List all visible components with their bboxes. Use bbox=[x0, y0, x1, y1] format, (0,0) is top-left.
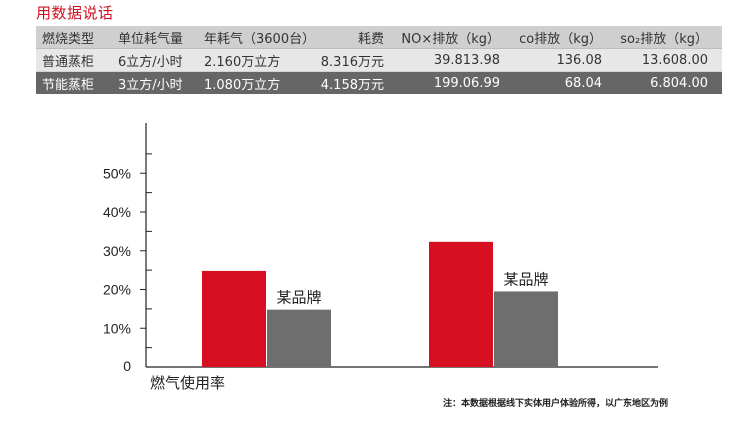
y-tick-label: 40% bbox=[103, 204, 131, 220]
table-header-cell: NO×排放（kg） bbox=[392, 26, 514, 49]
table-cell: 普通蒸柜 bbox=[36, 48, 106, 72]
table-row: 普通蒸柜 6立方/小时 2.160万立方 8.316万元 39.813.98 1… bbox=[36, 48, 722, 72]
table-header-cell: co排放（kg） bbox=[514, 26, 616, 49]
bar-red bbox=[202, 270, 266, 367]
table-row: 节能蒸柜 3立方/小时 1.080万立方 4.158万元 199.06.99 6… bbox=[36, 71, 722, 94]
table-cell: 6立方/小时 bbox=[106, 48, 194, 72]
y-tick-label: 0 bbox=[123, 358, 131, 374]
footnote: 注：本数据根据线下实体用户体验所得，以广东地区为例 bbox=[442, 399, 668, 409]
y-tick-label: 10% bbox=[103, 320, 131, 336]
table-header-cell: 燃烧类型 bbox=[36, 26, 106, 49]
x-axis-label: 燃气使用率 bbox=[150, 374, 225, 392]
bar-gray bbox=[494, 291, 558, 367]
bar-gray bbox=[267, 309, 331, 367]
table-cell: 节能蒸柜 bbox=[36, 71, 106, 94]
table-header-cell: 单位耗气量 bbox=[106, 26, 194, 49]
bar-label: 某品牌 bbox=[276, 289, 321, 307]
table-header-row: 燃烧类型 单位耗气量 年耗气（3600台） 耗费 NO×排放（kg） co排放（… bbox=[36, 26, 722, 49]
table-cell: 199.06.99 bbox=[392, 71, 514, 94]
table-cell: 2.160万立方 bbox=[194, 48, 312, 72]
page-title: 用数据说话 bbox=[36, 4, 114, 22]
y-tick-label: 50% bbox=[103, 165, 131, 181]
y-tick-label: 20% bbox=[103, 282, 131, 298]
table-header-cell: 年耗气（3600台） bbox=[194, 26, 312, 49]
table-cell: 4.158万元 bbox=[312, 71, 392, 94]
table-cell: 8.316万元 bbox=[312, 48, 392, 72]
table-cell: 1.080万立方 bbox=[194, 71, 312, 94]
comparison-table: 燃烧类型 单位耗气量 年耗气（3600台） 耗费 NO×排放（kg） co排放（… bbox=[36, 26, 722, 94]
table-header-cell: 耗费 bbox=[312, 26, 392, 49]
table-cell: 6.804.00 bbox=[616, 71, 722, 94]
bar-red bbox=[429, 241, 493, 367]
table-cell: 68.04 bbox=[514, 71, 616, 94]
table-cell: 3立方/小时 bbox=[106, 71, 194, 94]
bar-label: 某品牌 bbox=[503, 270, 548, 288]
table-cell: 13.608.00 bbox=[616, 48, 722, 72]
table-cell: 136.08 bbox=[514, 48, 616, 72]
y-tick-label: 30% bbox=[103, 243, 131, 259]
table-cell: 39.813.98 bbox=[392, 48, 514, 72]
table-header-cell: so₂排放（kg） bbox=[616, 26, 722, 49]
